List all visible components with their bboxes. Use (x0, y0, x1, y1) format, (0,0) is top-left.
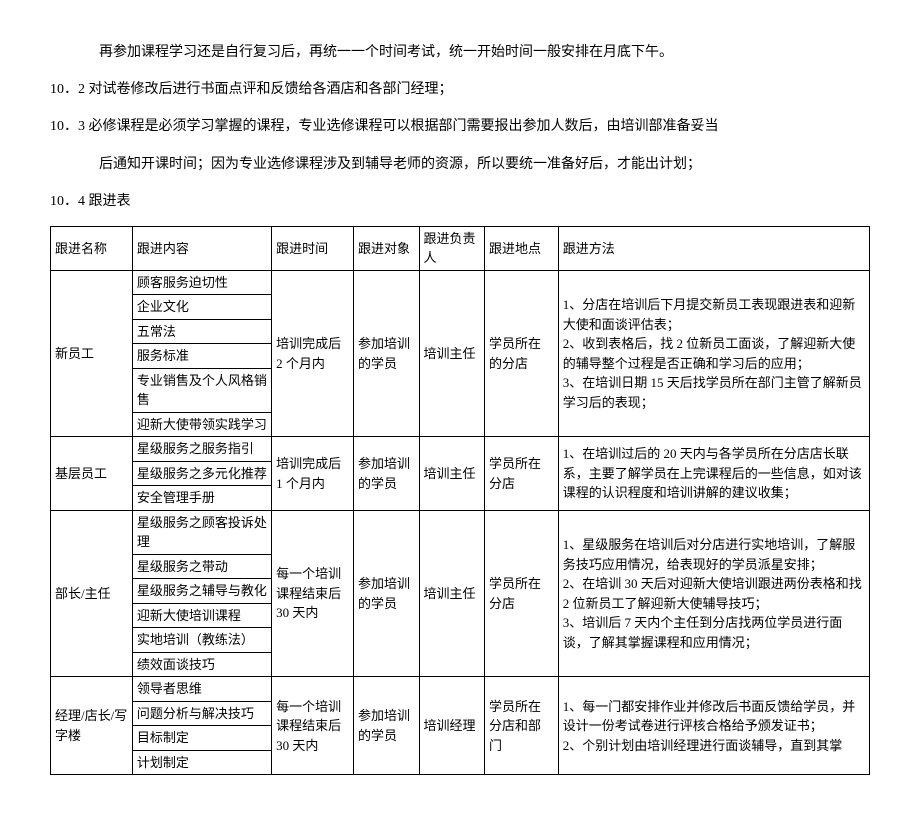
cell-content: 实地培训（教练法） (132, 628, 271, 653)
paragraph-10-2: 10．2 对试卷修改后进行书面点评和反馈给各酒店和各部门经理； (50, 77, 870, 102)
table-header-row: 跟进名称 跟进内容 跟进时间 跟进对象 跟进负责人 跟进地点 跟进方法 (51, 226, 870, 270)
cell-content: 星级服务之带动 (132, 554, 271, 579)
cell-content: 星级服务之顾客投诉处理 (132, 510, 271, 554)
cell-person: 培训主任 (419, 270, 485, 437)
cell-place: 学员所在分店 (485, 510, 559, 677)
cell-content: 迎新大使带领实践学习 (132, 412, 271, 437)
header-place: 跟进地点 (485, 226, 559, 270)
cell-content: 计划制定 (132, 750, 271, 775)
cell-content: 服务标准 (132, 344, 271, 369)
table-row: 基层员工 星级服务之服务指引 培训完成后 1 个月内 参加培训的学员 培训主任 … (51, 437, 870, 462)
cell-time: 培训完成后 1 个月内 (272, 437, 354, 511)
cell-target: 参加培训的学员 (354, 437, 420, 511)
cell-content: 企业文化 (132, 295, 271, 320)
cell-content: 专业销售及个人风格销售 (132, 368, 271, 412)
cell-target: 参加培训的学员 (354, 510, 420, 677)
cell-content: 安全管理手册 (132, 486, 271, 511)
cell-time: 培训完成后 2 个月内 (272, 270, 354, 437)
paragraph-10-3: 10．3 必修课程是必须学习掌握的课程，专业选修课程可以根据部门需要报出参加人数… (50, 114, 870, 139)
header-name: 跟进名称 (51, 226, 133, 270)
cell-method: 1、在培训过后的 20 天内与各学员所在分店店长联系，主要了解学员在上完课程后的… (558, 437, 869, 511)
cell-content: 迎新大使培训课程 (132, 603, 271, 628)
cell-place: 学员所在的分店 (485, 270, 559, 437)
cell-name: 新员工 (51, 270, 133, 437)
header-method: 跟进方法 (558, 226, 869, 270)
cell-content: 星级服务之多元化推荐 (132, 461, 271, 486)
header-person: 跟进负责人 (419, 226, 485, 270)
cell-content: 五常法 (132, 319, 271, 344)
cell-content: 目标制定 (132, 726, 271, 751)
table-row: 经理/店长/写字楼 领导者思维 每一个培训课程结束后 30 天内 参加培训的学员… (51, 677, 870, 702)
cell-name: 经理/店长/写字楼 (51, 677, 133, 775)
paragraph-10-3-cont: 后通知开课时间；因为专业选修课程涉及到辅导老师的资源，所以要统一准备好后，才能出… (50, 152, 870, 177)
header-content: 跟进内容 (132, 226, 271, 270)
cell-method: 1、每一门都安排作业并修改后书面反馈给学员，并设计一份考试卷进行评核合格给予颁发… (558, 677, 869, 775)
paragraph-10-4: 10．4 跟进表 (50, 189, 870, 214)
cell-content: 问题分析与解决技巧 (132, 701, 271, 726)
cell-target: 参加培训的学员 (354, 270, 420, 437)
cell-time: 每一个培训课程结束后 30 天内 (272, 510, 354, 677)
cell-method: 1、星级服务在培训后对分店进行实地培训，了解服务技巧应用情况，给表现好的学员派星… (558, 510, 869, 677)
table-row: 新员工 顾客服务迫切性 培训完成后 2 个月内 参加培训的学员 培训主任 学员所… (51, 270, 870, 295)
cell-name: 部长/主任 (51, 510, 133, 677)
cell-time: 每一个培训课程结束后 30 天内 (272, 677, 354, 775)
cell-place: 学员所在分店和部门 (485, 677, 559, 775)
cell-place: 学员所在分店 (485, 437, 559, 511)
cell-name: 基层员工 (51, 437, 133, 511)
cell-target: 参加培训的学员 (354, 677, 420, 775)
cell-content: 星级服务之辅导与教化 (132, 579, 271, 604)
table-row: 部长/主任 星级服务之顾客投诉处理 每一个培训课程结束后 30 天内 参加培训的… (51, 510, 870, 554)
cell-person: 培训主任 (419, 510, 485, 677)
header-time: 跟进时间 (272, 226, 354, 270)
cell-content: 星级服务之服务指引 (132, 437, 271, 462)
cell-content: 顾客服务迫切性 (132, 270, 271, 295)
followup-table: 跟进名称 跟进内容 跟进时间 跟进对象 跟进负责人 跟进地点 跟进方法 新员工 … (50, 226, 870, 776)
cell-content: 绩效面谈技巧 (132, 652, 271, 677)
cell-method: 1、分店在培训后下月提交新员工表现跟进表和迎新大使和面谈评估表； 2、收到表格后… (558, 270, 869, 437)
header-target: 跟进对象 (354, 226, 420, 270)
cell-content: 领导者思维 (132, 677, 271, 702)
cell-person: 培训主任 (419, 437, 485, 511)
paragraph-continuation: 再参加课程学习还是自行复习后，再统一一个时间考试，统一开始时间一般安排在月底下午… (50, 40, 870, 65)
cell-person: 培训经理 (419, 677, 485, 775)
